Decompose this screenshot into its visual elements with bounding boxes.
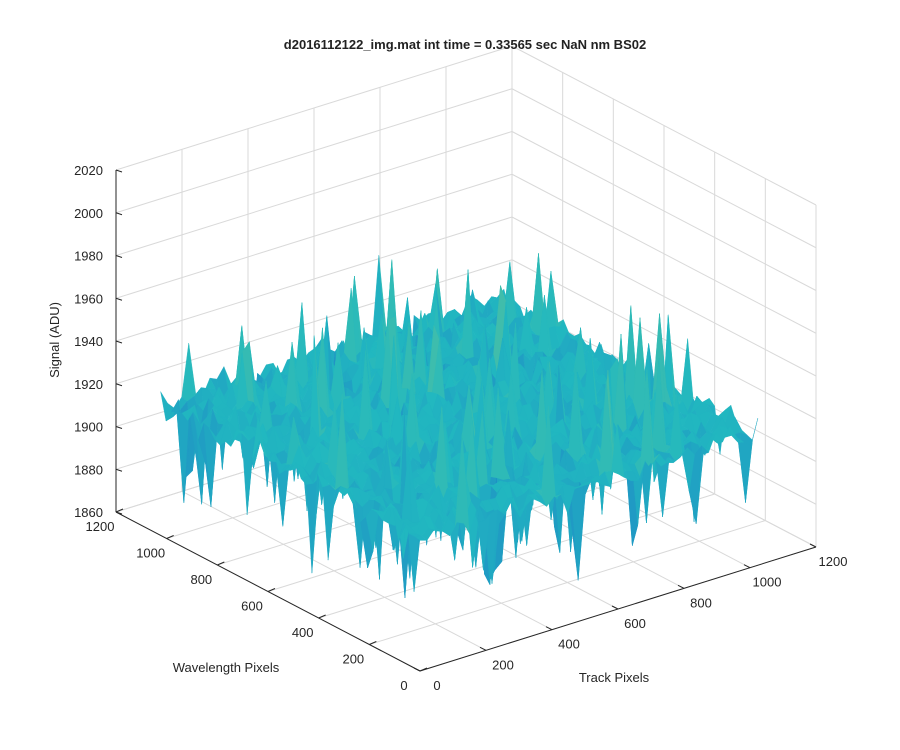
z-tick-mark: [115, 169, 123, 173]
floor-gridline-y: [369, 520, 766, 645]
surface-patch: [322, 484, 336, 561]
y-tick-mark: [166, 535, 174, 539]
x-tick-mark: [677, 584, 685, 589]
y-tick-mark: [115, 508, 124, 513]
y-tick-mark: [318, 614, 326, 619]
tick-labels: 0 200 400 600 800 1000 1200 0 200 400 600 800 1000 12…: [74, 163, 847, 693]
z-tick-label: 1920: [74, 377, 103, 392]
z-tick-mark: [115, 426, 123, 429]
backwall-gridline-z: [115, 173, 513, 299]
x-tick-mark: [809, 543, 817, 548]
y-tick-mark: [419, 667, 428, 672]
x-tick-label: 800: [690, 595, 712, 610]
x-tick-mark: [545, 626, 553, 631]
x-tick-label: 0: [433, 678, 440, 693]
z-tick-label: 1940: [74, 334, 103, 349]
x-tick-label: 200: [492, 657, 514, 672]
z-tick-label: 1960: [74, 291, 103, 306]
backwall-gridline-z: [115, 45, 513, 171]
chart-title: d2016112122_img.mat int time = 0.33565 s…: [284, 37, 646, 52]
z-tick-mark: [115, 255, 123, 258]
sidewall-gridline-z: [511, 216, 817, 377]
z-tick-label: 1880: [74, 462, 103, 477]
x-tick-mark: [743, 564, 751, 569]
z-tick-mark: [115, 383, 123, 387]
surface-patch: [241, 433, 255, 515]
y-tick-label: 200: [342, 652, 364, 667]
y-tick-label: 1200: [86, 519, 115, 534]
z-tick-mark: [115, 511, 123, 515]
backwall-gridline-z: [115, 259, 513, 385]
backwall-gridline-z: [115, 131, 513, 256]
z-tick-label: 1980: [74, 249, 103, 264]
x-tick-mark: [611, 605, 619, 610]
sidewall-gridline-z: [511, 173, 817, 334]
y-tick-mark: [369, 641, 377, 645]
z-tick-label: 2000: [74, 206, 103, 221]
z-tick-label: 2020: [74, 163, 103, 178]
x-tick-mark: [479, 646, 487, 651]
backwall-gridline-z: [115, 88, 513, 214]
z-tick-mark: [115, 297, 123, 301]
sidewall-gridline-z: [511, 131, 817, 291]
surface-patch: [414, 535, 428, 541]
x-tick-label: 600: [624, 616, 646, 631]
z-axis-label: Signal (ADU): [47, 302, 62, 378]
x-tick-mark: [413, 667, 421, 672]
z-tick-label: 1860: [74, 505, 103, 520]
x-tick-label: 1000: [753, 575, 782, 590]
y-axis-label: Wavelength Pixels: [173, 660, 280, 675]
y-tick-label: 1000: [136, 546, 165, 561]
sidewall-gridline-z: [511, 88, 817, 249]
y-tick-mark: [267, 588, 276, 592]
y-tick-mark: [217, 561, 225, 566]
backwall-gridline-z: [115, 216, 513, 342]
surface-mesh: [160, 253, 759, 598]
y-tick-label: 600: [241, 599, 263, 614]
sidewall-gridline-z: [511, 259, 817, 420]
x-tick-label: 400: [558, 637, 580, 652]
floor-gridline-y: [267, 467, 665, 592]
z-tick-mark: [115, 468, 123, 472]
y-tick-label: 0: [400, 678, 407, 693]
sidewall-gridline-z: [511, 45, 817, 206]
axes: [115, 169, 817, 672]
floor-gridline-y: [318, 493, 715, 619]
x-axis-label: Track Pixels: [579, 670, 650, 685]
y-tick-label: 400: [292, 625, 314, 640]
z-tick-mark: [115, 212, 123, 216]
z-tick-label: 1900: [74, 420, 103, 435]
x-tick-label: 1200: [819, 554, 848, 569]
z-tick-mark: [115, 340, 123, 344]
y-tick-label: 800: [190, 572, 212, 587]
